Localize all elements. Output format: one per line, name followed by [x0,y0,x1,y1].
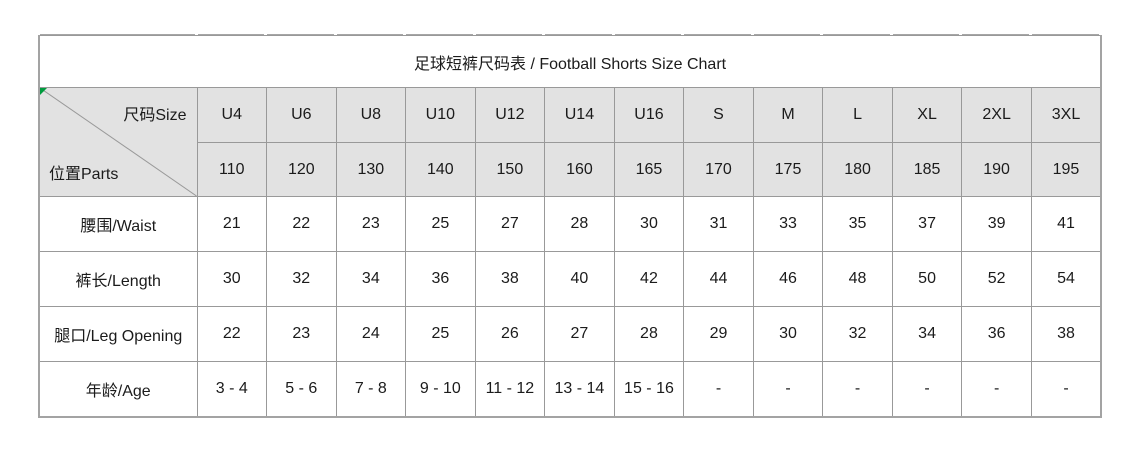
height-header-cell: 140 [405,142,476,197]
data-cell: 22 [266,196,337,252]
data-cell: 11 - 12 [474,361,546,417]
data-cell: 22 [196,306,268,362]
size-header-cell: U8 [335,87,407,143]
table-row: 腰围/Waist 21 22 23 25 27 28 30 31 33 35 37 39 41 [38,196,1102,252]
data-cell: 28 [613,306,685,362]
data-cell: 50 [891,251,963,307]
row-label: 年龄/Age [38,361,198,417]
data-cell: 36 [405,251,476,307]
size-header-cell: XL [891,87,963,143]
corner-size-label: 尺码Size [123,107,187,124]
data-cell: - [961,361,1032,417]
diagonal-line [40,88,197,196]
data-cell: 46 [752,251,824,307]
data-cell: 37 [891,196,963,252]
data-cell: - [822,361,893,417]
table-title: 足球短裤尺码表 / Football Shorts Size Chart [38,35,1102,88]
green-corner-marker-icon [40,88,47,95]
size-header-cell: L [822,87,893,143]
size-header-cell: U14 [544,87,615,143]
data-cell: 31 [683,196,754,252]
data-cell: 26 [474,306,546,362]
data-cell: 7 - 8 [335,361,407,417]
size-chart-table: 足球短裤尺码表 / Football Shorts Size Chart 尺码S… [38,35,1103,418]
data-cell: 24 [335,306,407,362]
corner-parts-label: 位置Parts [49,166,119,183]
size-header-cell: S [683,87,754,143]
data-cell: 41 [1030,196,1102,252]
size-header-cell: 2XL [961,87,1032,143]
data-cell: 39 [961,196,1032,252]
data-cell: 32 [822,306,893,362]
data-cell: 21 [196,196,268,252]
data-cell: 27 [474,196,546,252]
data-cell: 30 [613,196,685,252]
data-cell: - [891,361,963,417]
row-label: 腿口/Leg Opening [38,306,198,362]
title-row: 足球短裤尺码表 / Football Shorts Size Chart [38,35,1102,88]
data-cell: 35 [822,196,893,252]
data-cell: 29 [683,306,754,362]
data-cell: - [683,361,754,417]
data-cell: 33 [752,196,824,252]
data-cell: 9 - 10 [405,361,476,417]
data-cell: 3 - 4 [196,361,268,417]
data-cell: 52 [961,251,1032,307]
data-cell: 30 [752,306,824,362]
data-cell: 23 [266,306,337,362]
data-cell: 25 [405,196,476,252]
data-cell: 36 [961,306,1032,362]
data-cell: 42 [613,251,685,307]
row-label: 裤长/Length [38,251,198,307]
data-cell: 38 [474,251,546,307]
height-header-cell: 110 [196,142,268,197]
data-cell: 34 [891,306,963,362]
data-cell: 28 [544,196,615,252]
height-header-cell: 170 [683,142,754,197]
data-cell: - [1030,361,1102,417]
table-row: 腿口/Leg Opening 22 23 24 25 26 27 28 29 30 32 34 36 38 [38,306,1102,362]
data-cell: 5 - 6 [266,361,337,417]
height-header-cell: 165 [613,142,685,197]
data-cell: 44 [683,251,754,307]
data-cell: 48 [822,251,893,307]
size-header-row: 尺码Size 位置Parts U4 U6 U8 U10 U12 U14 U16 S M L XL 2X… [38,87,1102,197]
data-cell: - [752,361,824,417]
size-header-cell: U16 [613,87,685,143]
size-header-cell: U4 [196,87,268,143]
data-cell: 23 [335,196,407,252]
height-header-row: 110 120 130 140 150 160 165 170 175 180 185 190 195 [39,142,1102,197]
size-header-cell: 3XL [1030,87,1102,143]
height-header-cell: 190 [961,142,1032,197]
size-header-cell: U10 [405,87,476,143]
size-header-cell: U12 [474,87,546,143]
data-cell: 54 [1030,251,1102,307]
data-cell: 25 [405,306,476,362]
data-cell: 38 [1030,306,1102,362]
height-header-cell: 175 [752,142,824,197]
data-cell: 27 [544,306,615,362]
height-header-cell: 130 [335,142,407,197]
row-label: 腰围/Waist [38,196,198,252]
diagonal-header-cell: 尺码Size 位置Parts [38,87,198,197]
data-cell: 32 [266,251,337,307]
data-cell: 34 [335,251,407,307]
data-cell: 30 [196,251,268,307]
height-header-cell: 120 [266,142,337,197]
height-header-cell: 195 [1030,142,1102,197]
size-header-cell: M [752,87,824,143]
data-cell: 40 [544,251,615,307]
height-header-cell: 160 [544,142,615,197]
height-header-cell: 180 [822,142,893,197]
table-row: 裤长/Length 30 32 34 36 38 40 42 44 46 48 50 52 54 [38,251,1102,307]
data-cell: 13 - 14 [544,361,615,417]
height-header-cell: 150 [474,142,546,197]
data-cell: 15 - 16 [613,361,685,417]
height-header-cell: 185 [891,142,963,197]
size-header-cell: U6 [266,87,337,143]
